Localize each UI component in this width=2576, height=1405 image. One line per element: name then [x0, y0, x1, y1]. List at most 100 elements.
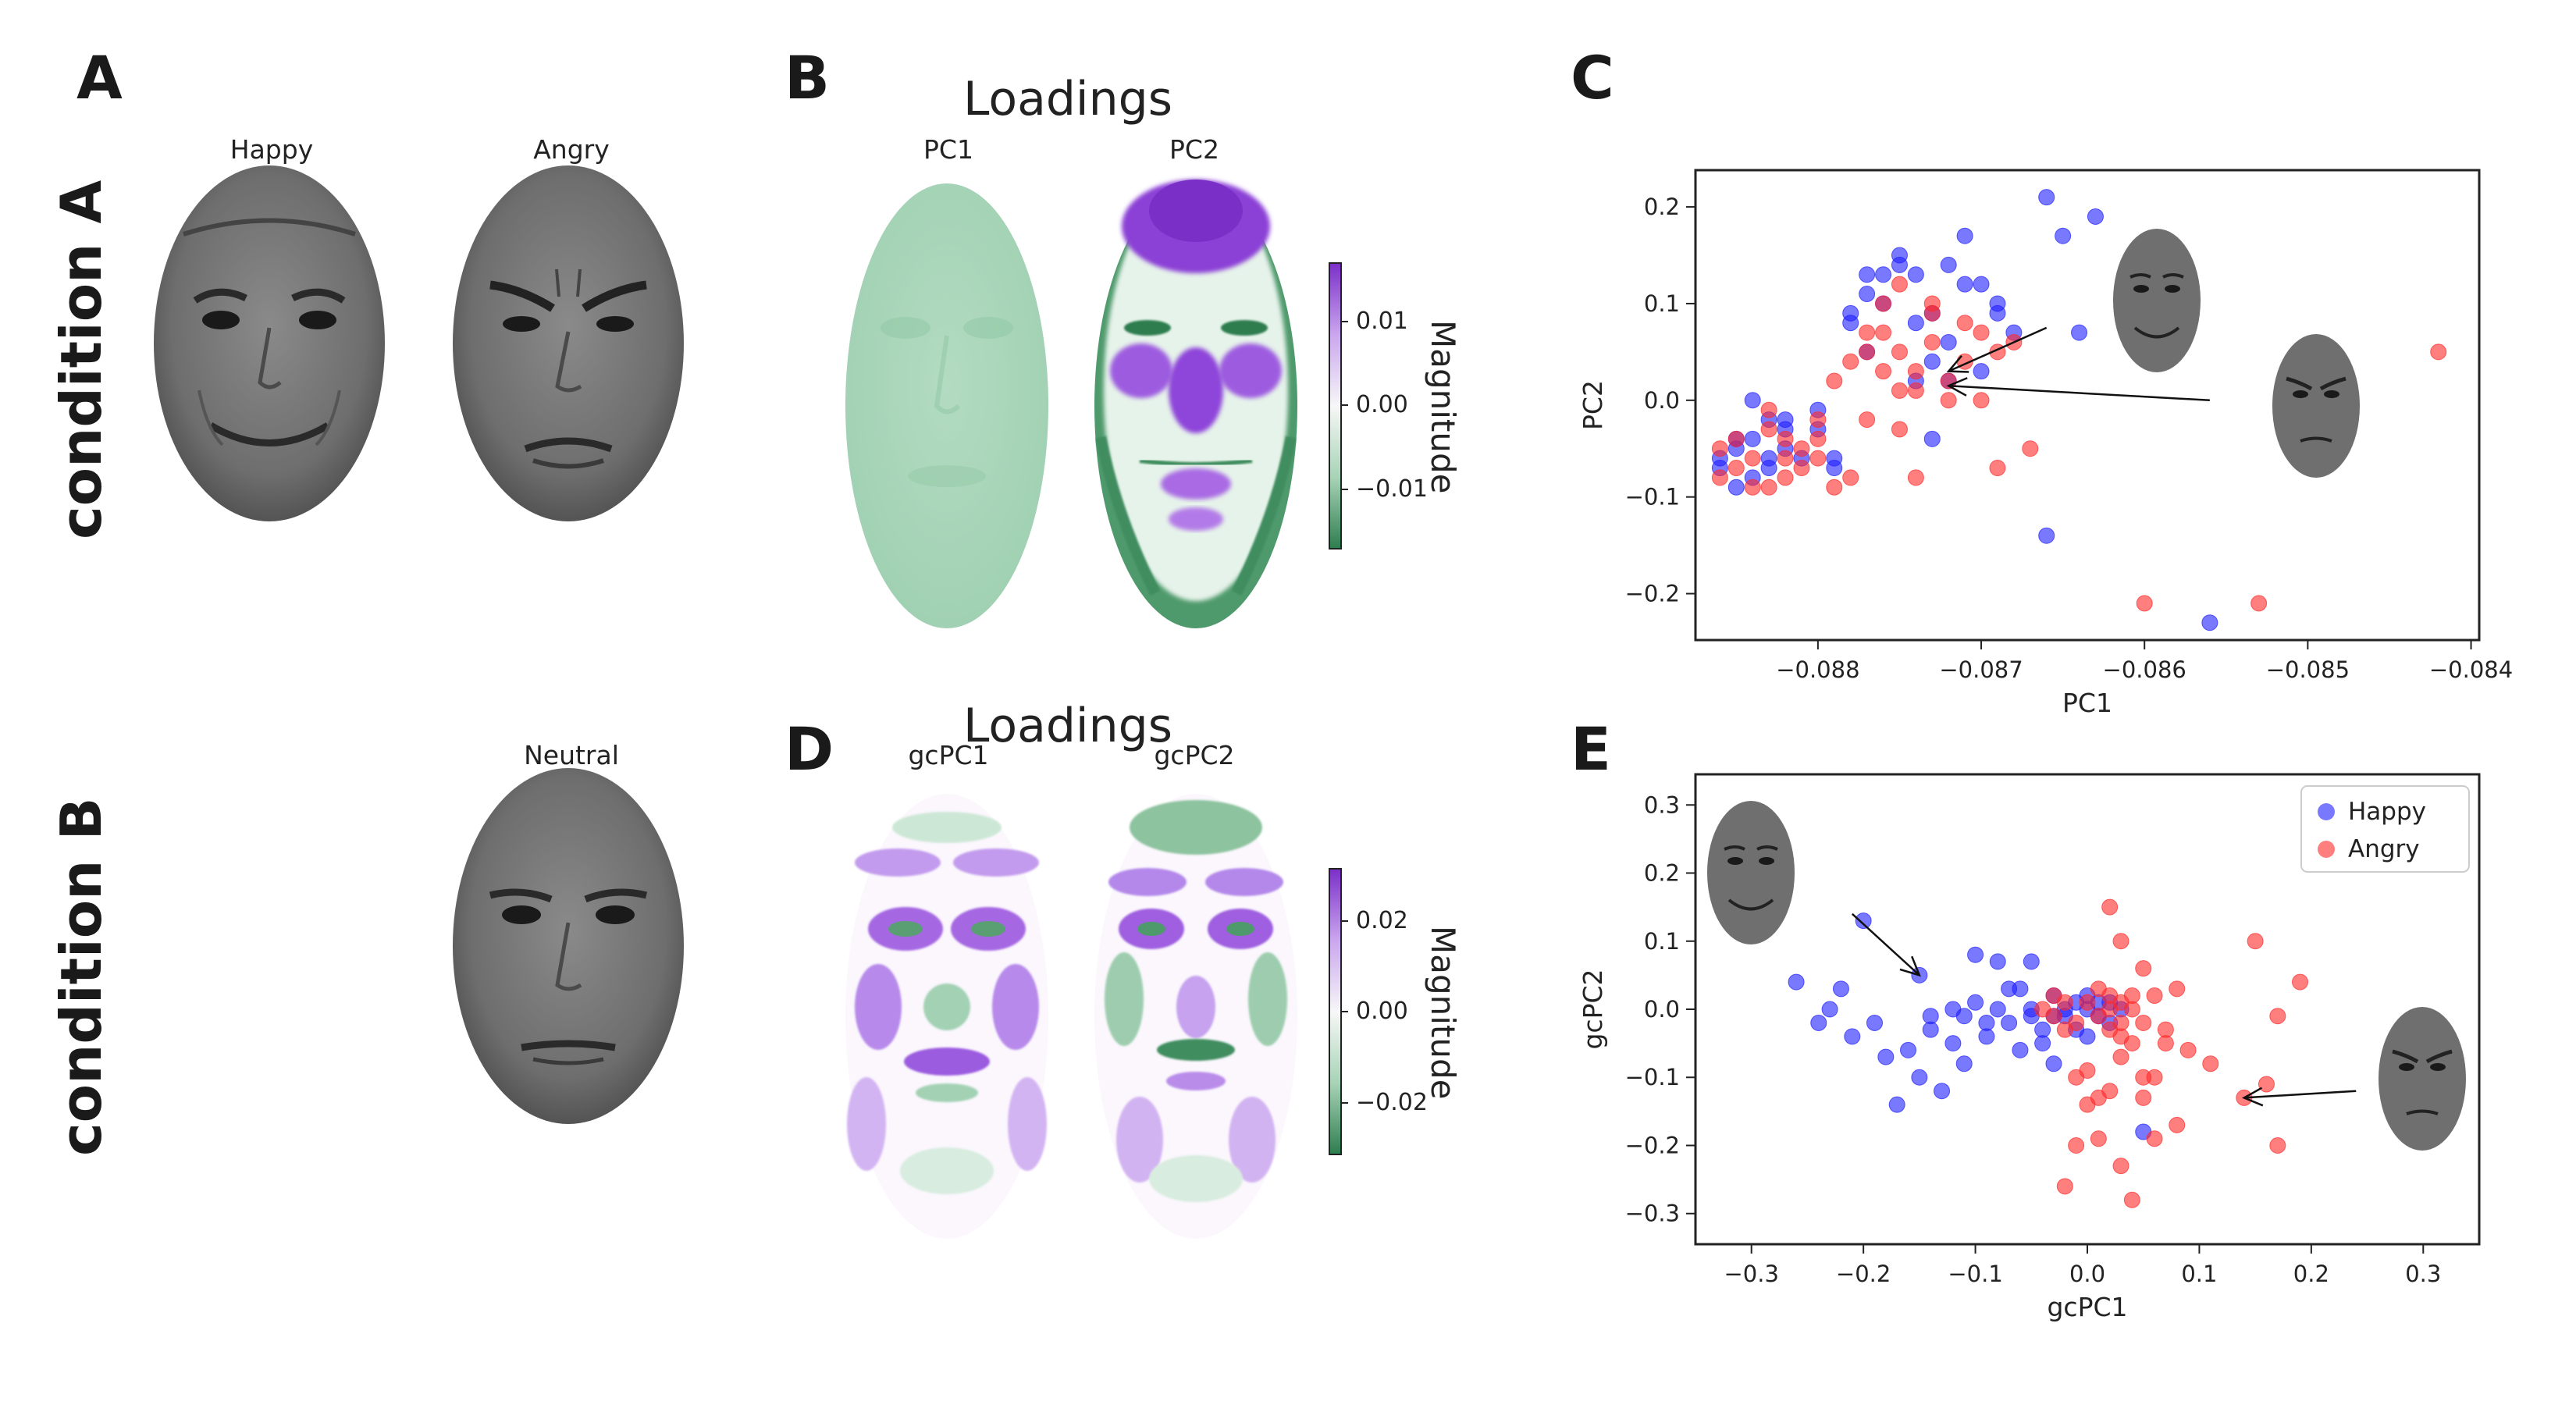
scatter-point-angry: [2045, 1008, 2062, 1025]
scatter-point-happy: [2034, 1035, 2051, 1052]
scatter-point-angry: [1891, 343, 1908, 361]
x-tick-label: −0.088: [1776, 656, 1859, 683]
scatter-point-happy: [1955, 1055, 1973, 1072]
scatter-point-angry: [1777, 469, 1794, 486]
scatter-point-angry: [1711, 469, 1728, 486]
loadings-b-pc2-title: PC2: [1169, 134, 1219, 165]
annotation-arrowhead: [1899, 955, 1921, 977]
scatter-point-angry: [1907, 469, 1924, 486]
gcpc1-loading-map: [845, 794, 1048, 1239]
scatter-point-angry: [2202, 1055, 2219, 1072]
scatter-point-happy: [1940, 256, 1957, 273]
legend-marker-angry: [2318, 841, 2335, 858]
annotation-arrowhead: [1946, 354, 1969, 373]
scatter-point-angry: [2269, 1008, 2286, 1025]
scatter-point-happy: [2087, 208, 2104, 225]
scatter-point-angry: [2135, 1014, 2152, 1031]
y-tick-label: 0.2: [1644, 860, 1680, 887]
scatter-point-angry: [1793, 460, 1810, 477]
face-thumbnails: [2113, 229, 2360, 478]
annotation-arrow: [1851, 912, 1920, 976]
scatter-point-angry: [1989, 460, 2006, 477]
colorbar-d-tick-2: −0.02: [1356, 1089, 1428, 1116]
scatter-point-happy: [2045, 1055, 2062, 1072]
scatter-point-happy: [1989, 1001, 2006, 1018]
scatter-point-angry: [1907, 382, 1924, 399]
annotation-arrowhead: [2241, 1087, 2264, 1107]
plot-frame: [1694, 169, 2481, 642]
scatter-point-happy: [2038, 189, 2055, 206]
scatter-point-happy: [1989, 953, 2006, 970]
scatter-point-angry: [2136, 595, 2153, 612]
x-tick-label: 0.1: [2181, 1261, 2217, 1287]
scatter-point-angry: [2090, 1089, 2107, 1106]
scatter-point-angry: [1842, 469, 1859, 486]
scatter-point-angry: [2169, 1116, 2186, 1133]
y-tick-label: −0.2: [1625, 581, 1680, 607]
scatter-point-angry: [1973, 324, 1990, 341]
scatter-point-angry: [2250, 595, 2268, 612]
x-tick-label: 0.2: [2293, 1261, 2329, 1287]
scatter-point-happy: [2055, 227, 2072, 244]
scatter-point-angry: [2056, 1178, 2073, 1195]
y-tick-label: 0.3: [1644, 791, 1680, 818]
panel-letter-c: C: [1571, 43, 1614, 112]
scatter-point-happy: [1967, 946, 1984, 963]
scatter-point-angry: [1875, 295, 1892, 312]
scatter-point-angry: [1875, 363, 1892, 380]
x-tick-label: −0.3: [1724, 1261, 1779, 1287]
scatter-point-angry: [1891, 382, 1908, 399]
x-tick-label: −0.086: [2103, 656, 2186, 683]
x-tick-label: 0.3: [2405, 1261, 2441, 1287]
scatter-point-angry: [2101, 1001, 2119, 1018]
scatter-point-angry: [1826, 372, 1843, 389]
scatter-point-happy: [1744, 392, 1761, 409]
scatter-point-happy: [1911, 1069, 1928, 1086]
scatter-point-happy: [2079, 1028, 2096, 1045]
scatter-point-angry: [2123, 987, 2140, 1005]
y-tick-label: 0.0: [1644, 387, 1680, 414]
scatter-point-angry: [1923, 295, 1941, 312]
gcpc2-loading-map: [1094, 794, 1297, 1239]
happy-face-title: Happy: [229, 134, 314, 165]
legend-label-happy: Happy: [2348, 798, 2426, 826]
scatter-point-angry: [1923, 333, 1941, 350]
scatter-point-angry: [2045, 987, 2062, 1005]
scatter-point-happy: [1859, 266, 1876, 283]
y-tick-label: 0.0: [1644, 996, 1680, 1023]
loadings-d-title: Loadings: [963, 699, 1172, 753]
scatter-point-happy: [1955, 1008, 1973, 1025]
scatter-point-angry: [2123, 1191, 2140, 1208]
scatter-point-angry: [2079, 994, 2096, 1011]
scatter-point-happy: [1877, 1048, 1895, 1065]
annotation-arrow: [2243, 1090, 2357, 1099]
scatter-point-angry: [1891, 421, 1908, 438]
scatter-point-angry: [2079, 1062, 2096, 1080]
annotation-arrow: [1948, 384, 2210, 402]
scatter-point-happy: [1922, 1008, 1939, 1025]
scatter-point-angry: [2292, 973, 2309, 991]
scatter-point-happy: [2001, 1014, 2018, 1031]
scatter-point-happy: [2012, 1041, 2029, 1058]
scatter-point-happy: [1907, 315, 1924, 332]
y-tick-label: 0.1: [1644, 290, 1680, 317]
scatter-point-angry: [1777, 430, 1794, 447]
y-tick-label: −0.2: [1625, 1132, 1680, 1158]
x-tick-label: −0.085: [2266, 656, 2350, 683]
scatter-point-happy: [1956, 227, 1973, 244]
scatter-point-happy: [1944, 1035, 1962, 1052]
legend-label-angry: Angry: [2348, 835, 2420, 863]
scatter-point-happy: [1866, 1014, 1883, 1031]
scatter-point-angry: [1875, 324, 1892, 341]
scatter-point-happy: [1923, 353, 1941, 370]
scatter-point-angry: [2056, 1021, 2073, 1038]
scatter-point-angry: [2157, 1021, 2174, 1038]
scatter-point-happy: [1744, 430, 1761, 447]
scatter-point-angry: [2112, 1048, 2129, 1065]
scatter-point-happy: [1900, 1041, 1917, 1058]
scatter-point-angry: [1809, 430, 1827, 447]
scatter-point-happy: [1727, 478, 1745, 496]
scatter-point-angry: [1744, 478, 1761, 496]
face-thumbnails: [1707, 801, 2466, 1151]
scatter-point-angry: [1973, 392, 1990, 409]
